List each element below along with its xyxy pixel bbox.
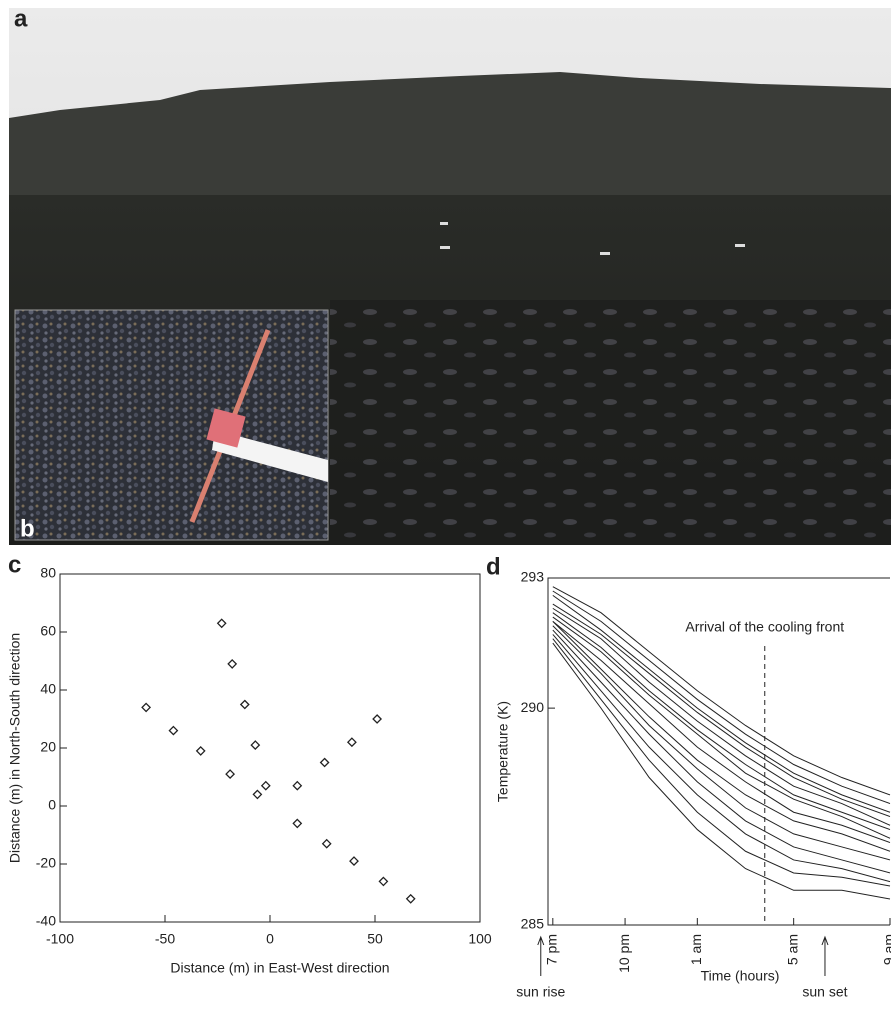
temperature-line <box>552 603 891 818</box>
plot-frame <box>59 573 481 923</box>
point <box>349 856 359 867</box>
y-tick-label: 0 <box>48 797 56 813</box>
temperature-line <box>552 612 891 831</box>
sensor <box>440 222 448 225</box>
panel-label: d <box>486 553 501 580</box>
panel-label: c <box>8 551 21 578</box>
x-axis-label: Time (hours) <box>701 968 780 984</box>
shrubs <box>330 300 891 545</box>
point <box>168 725 179 736</box>
sensor <box>440 246 450 249</box>
point <box>239 699 250 710</box>
sensor <box>735 244 745 247</box>
holder <box>206 408 246 448</box>
temperature-line <box>552 625 891 861</box>
point <box>292 818 303 829</box>
x-tick-label: 7 pm <box>544 934 560 965</box>
x-tick-label: 9 am <box>881 934 891 965</box>
temperature-line <box>552 607 891 826</box>
point <box>378 876 389 887</box>
y-axis-label: Temperature (K) <box>495 701 511 802</box>
tape <box>212 430 328 482</box>
temperature-line <box>552 621 891 852</box>
y-tick-label: 40 <box>40 681 56 697</box>
y-tick-label: -40 <box>36 913 56 929</box>
x-tick-label: 5 am <box>784 934 800 965</box>
sensor <box>600 252 610 255</box>
panel-label: b <box>20 515 35 542</box>
point <box>225 769 236 780</box>
x-tick-label: 1 am <box>688 934 704 965</box>
temperature-line <box>552 616 891 839</box>
x-tick-label: -50 <box>155 931 175 947</box>
point <box>260 780 271 791</box>
point <box>346 737 357 748</box>
point <box>321 838 332 849</box>
point <box>405 893 416 904</box>
temperature-line <box>552 642 891 900</box>
point <box>292 780 303 791</box>
point <box>216 618 227 629</box>
y-tick-label: 20 <box>40 739 56 755</box>
y-axis-label: Distance (m) in North-South direction <box>7 633 23 863</box>
y-tick-label: 285 <box>521 916 545 932</box>
x-tick-label: 50 <box>367 931 383 947</box>
point <box>252 789 263 800</box>
arrow <box>537 935 545 976</box>
x-axis-label: Distance (m) in East-West direction <box>170 960 389 976</box>
temperature-line <box>552 629 891 874</box>
y-tick-label: 290 <box>521 699 545 715</box>
arrow <box>821 935 829 976</box>
point <box>250 740 261 751</box>
y-tick-label: -20 <box>36 855 56 871</box>
mountain <box>9 72 891 200</box>
x-tick-label: 100 <box>468 931 492 947</box>
annotation: sun set <box>802 984 847 1000</box>
photo-b: b <box>14 309 329 542</box>
annotation: sun rise <box>516 984 565 1000</box>
annotation: Arrival of the cooling front <box>685 619 844 635</box>
x-tick-label: 0 <box>266 931 274 947</box>
temperature-line <box>552 634 891 883</box>
y-tick-label: 60 <box>40 623 56 639</box>
temperature-line <box>552 620 891 844</box>
point <box>319 757 330 768</box>
x-tick-label: 10 pm <box>616 934 632 973</box>
temperature-line <box>552 638 891 887</box>
point <box>195 745 206 756</box>
temperature-line <box>552 586 891 796</box>
plot-frame <box>547 577 890 926</box>
y-tick-label: 293 <box>521 569 545 585</box>
temperature-line <box>552 590 891 805</box>
point <box>372 714 383 724</box>
x-tick-label: -100 <box>46 931 74 947</box>
point <box>227 658 238 669</box>
point <box>141 702 152 713</box>
temperature-line <box>552 594 891 813</box>
panel-label: a <box>14 5 28 32</box>
y-tick-label: 80 <box>40 565 56 581</box>
gravel <box>14 309 329 541</box>
